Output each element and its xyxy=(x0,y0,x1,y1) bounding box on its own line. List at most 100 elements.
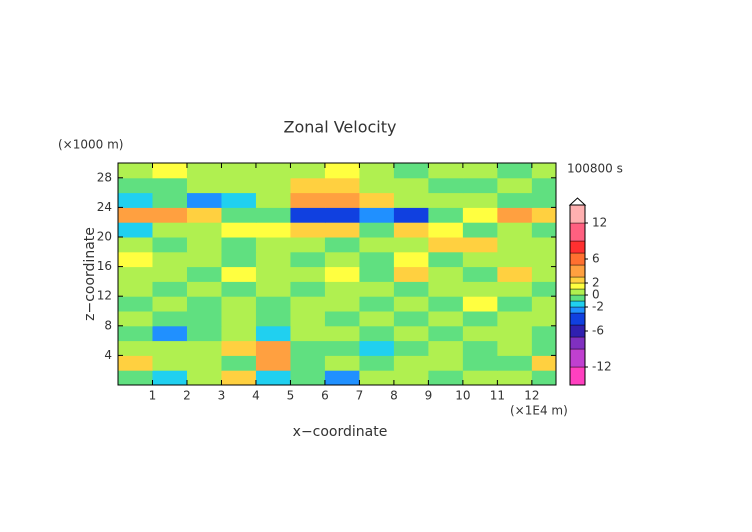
contour-cell xyxy=(221,237,257,253)
contour-cell xyxy=(152,192,188,208)
contour-cell xyxy=(428,177,464,194)
x-tick-label: 2 xyxy=(183,389,191,403)
contour-cell xyxy=(428,251,464,268)
y-tick-label: 24 xyxy=(97,200,112,214)
contour-cell xyxy=(497,355,533,371)
y-unit: (×1000 m) xyxy=(58,138,123,152)
contour-cell xyxy=(497,192,533,208)
contour-cell xyxy=(359,325,395,342)
contour-cell xyxy=(393,222,429,238)
contour-cell xyxy=(428,222,464,238)
contour-cell xyxy=(118,355,153,371)
contour-cell xyxy=(359,207,395,223)
contour-cell xyxy=(324,296,360,312)
contour-cell xyxy=(255,296,291,312)
contour-cell xyxy=(462,251,498,268)
contour-cell xyxy=(359,266,395,282)
contour-cell xyxy=(290,177,326,194)
colorbar-swatch xyxy=(569,276,586,284)
contour-cell xyxy=(221,177,257,194)
contour-cell xyxy=(118,266,153,282)
x-tick-label: 1 xyxy=(149,389,157,403)
contour-cell xyxy=(221,192,257,208)
x-tick-label: 10 xyxy=(455,389,470,403)
contour-cell xyxy=(531,192,556,208)
contour-cell xyxy=(118,163,153,179)
contour-cell xyxy=(290,325,326,342)
x-tick-label: 7 xyxy=(356,389,364,403)
contour-cell xyxy=(324,266,360,282)
contour-cell xyxy=(221,266,257,282)
contour-cell xyxy=(186,251,222,268)
contour-cell xyxy=(221,311,257,327)
contour-cell xyxy=(152,370,188,385)
x-tick-label: 12 xyxy=(524,389,539,403)
colorbar-tick-label: 12 xyxy=(592,216,607,230)
contour-cell xyxy=(393,237,429,253)
contour-cell xyxy=(255,237,291,253)
contour-cell xyxy=(324,251,360,268)
contour-cell xyxy=(428,163,464,179)
contour-cell xyxy=(152,207,188,223)
contour-cell xyxy=(497,222,533,238)
colorbar-tick-label: 6 xyxy=(592,252,600,266)
contour-cell xyxy=(497,177,533,194)
contour-cell xyxy=(186,192,222,208)
contour-cell xyxy=(393,163,429,179)
contour-cell xyxy=(152,266,188,282)
x-tick-label: 11 xyxy=(490,389,505,403)
contour-cell xyxy=(186,311,222,327)
contour-cell xyxy=(531,340,556,356)
colorbar-swatch xyxy=(569,336,586,350)
contour-cell xyxy=(462,207,498,223)
contour-cell xyxy=(290,311,326,327)
contour-cell xyxy=(152,325,188,342)
contour-cell xyxy=(531,177,556,194)
colorbar-swatch xyxy=(569,264,586,278)
contour-cell xyxy=(118,325,153,342)
contour-cell xyxy=(290,266,326,282)
contour-cell xyxy=(118,370,153,385)
contour-cell xyxy=(359,370,395,385)
colorbar-tick-label: 2 xyxy=(592,276,600,290)
contour-cell xyxy=(462,355,498,371)
colorbar-swatch xyxy=(569,348,586,368)
contour-cell xyxy=(221,340,257,356)
contour-cell xyxy=(324,325,360,342)
contour-cell xyxy=(462,325,498,342)
contour-cell xyxy=(428,237,464,253)
contour-cell xyxy=(118,311,153,327)
contour-cell xyxy=(118,222,153,238)
contour-cell xyxy=(393,325,429,342)
contour-cell xyxy=(531,355,556,371)
contour-cell xyxy=(152,222,188,238)
contour-cell xyxy=(393,207,429,223)
time-label: 100800 s xyxy=(567,162,623,176)
contour-cell xyxy=(462,281,498,297)
contour-cell xyxy=(152,251,188,268)
contour-cell xyxy=(531,237,556,253)
contour-cell xyxy=(290,237,326,253)
contour-field xyxy=(118,163,556,385)
contour-cell xyxy=(118,251,153,268)
contour-cell xyxy=(462,266,498,282)
contour-cell xyxy=(393,192,429,208)
contour-cell xyxy=(221,355,257,371)
x-axis-label: x−coordinate xyxy=(293,424,388,440)
contour-cell xyxy=(186,325,222,342)
contour-cell xyxy=(186,177,222,194)
contour-cell xyxy=(255,163,291,179)
contour-cell xyxy=(497,370,533,385)
contour-cell xyxy=(152,311,188,327)
contour-cell xyxy=(531,370,556,385)
contour-cell xyxy=(497,207,533,223)
contour-cell xyxy=(462,311,498,327)
contour-cell xyxy=(497,325,533,342)
contour-cell xyxy=(428,355,464,371)
contour-cell xyxy=(290,251,326,268)
contour-cell xyxy=(255,266,291,282)
contour-cell xyxy=(186,370,222,385)
contour-cell xyxy=(462,192,498,208)
contour-cell xyxy=(462,222,498,238)
y-axis-label: z−coordinate xyxy=(82,227,98,321)
